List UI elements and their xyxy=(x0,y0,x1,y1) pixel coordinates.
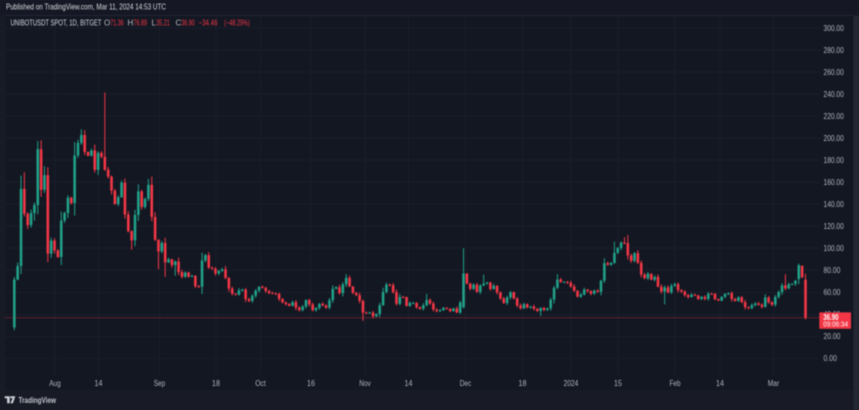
svg-text:220.00: 220.00 xyxy=(824,112,845,121)
svg-text:(−48.29%): (−48.29%) xyxy=(224,18,250,27)
svg-text:Aug: Aug xyxy=(49,379,61,388)
svg-text:260.00: 260.00 xyxy=(824,68,845,77)
svg-text:Sep: Sep xyxy=(154,379,166,388)
svg-text:280.00: 280.00 xyxy=(824,46,845,55)
svg-text:15: 15 xyxy=(614,379,622,388)
svg-text:C: C xyxy=(176,18,182,27)
svg-text:200.00: 200.00 xyxy=(824,134,845,143)
svg-text:76.89: 76.89 xyxy=(134,18,148,27)
svg-text:240.00: 240.00 xyxy=(824,90,845,99)
svg-text:36.90: 36.90 xyxy=(823,313,839,322)
svg-text:14: 14 xyxy=(95,379,103,388)
svg-text:18: 18 xyxy=(519,379,527,388)
svg-text:18: 18 xyxy=(212,379,220,388)
svg-text:140.00: 140.00 xyxy=(824,200,845,209)
svg-text:2024: 2024 xyxy=(564,379,579,388)
svg-text:Published on TradingView.com,: Published on TradingView.com, Mar 11, 20… xyxy=(6,2,166,12)
svg-text:16: 16 xyxy=(307,379,315,388)
svg-text:120.00: 120.00 xyxy=(824,222,845,231)
svg-text:300.00: 300.00 xyxy=(824,24,845,33)
svg-text:80.00: 80.00 xyxy=(824,266,841,275)
svg-text:09:06:34: 09:06:34 xyxy=(823,320,848,329)
svg-text:180.00: 180.00 xyxy=(824,156,845,165)
svg-text:0.00: 0.00 xyxy=(824,354,838,363)
svg-text:20.00: 20.00 xyxy=(824,332,841,341)
svg-text:14: 14 xyxy=(716,379,724,388)
svg-text:−34.46: −34.46 xyxy=(199,18,218,27)
svg-text:60.00: 60.00 xyxy=(824,288,841,297)
svg-text:36.90: 36.90 xyxy=(181,18,195,27)
svg-text:35.21: 35.21 xyxy=(156,18,170,27)
svg-text:Mar: Mar xyxy=(768,379,780,388)
svg-text:L: L xyxy=(152,18,157,27)
svg-text:H: H xyxy=(128,18,134,27)
svg-text:14: 14 xyxy=(405,379,413,388)
svg-text:160.00: 160.00 xyxy=(824,178,845,187)
svg-text:100.00: 100.00 xyxy=(824,244,845,253)
svg-text:Oct: Oct xyxy=(255,379,266,388)
svg-text:TradingView: TradingView xyxy=(19,396,57,405)
svg-text:Nov: Nov xyxy=(359,379,371,388)
svg-text:Feb: Feb xyxy=(670,379,681,388)
svg-text:Dec: Dec xyxy=(460,379,472,388)
svg-text:UNIBOTUSDT SPOT, 1D, BITGET: UNIBOTUSDT SPOT, 1D, BITGET xyxy=(11,18,102,27)
svg-text:71.36: 71.36 xyxy=(110,18,124,27)
svg-text:O: O xyxy=(104,18,110,27)
